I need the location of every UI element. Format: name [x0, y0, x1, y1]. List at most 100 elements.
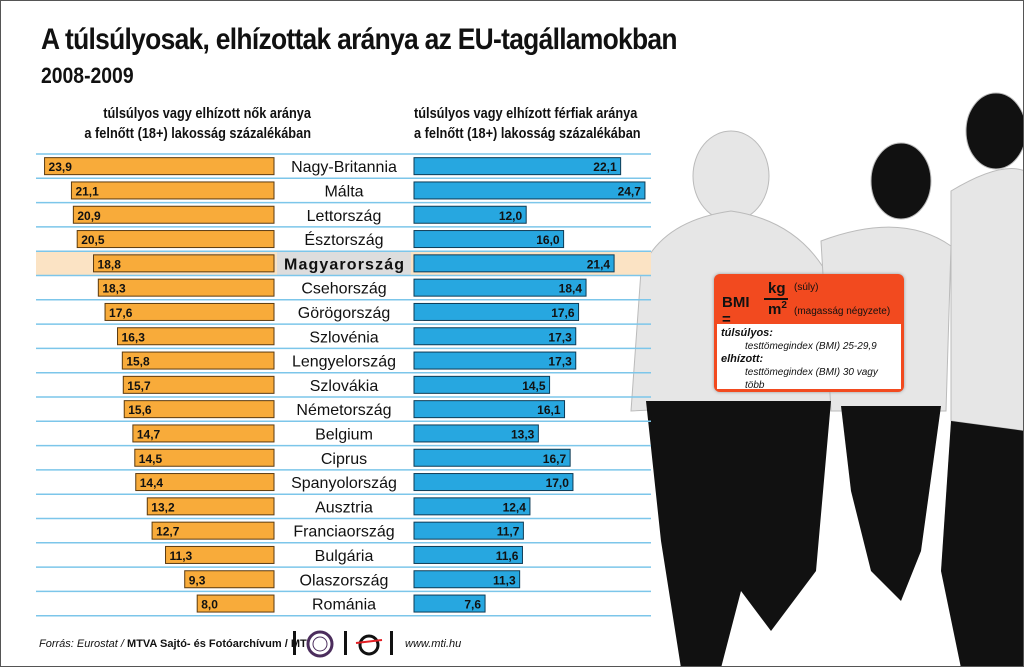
- men-bar: [413, 375, 551, 394]
- country-label: Szlovákia: [310, 378, 379, 395]
- men-bar: [413, 497, 531, 516]
- mti-logo: [355, 634, 383, 656]
- men-value-label: 16,0: [536, 233, 560, 247]
- women-value-label: 14,4: [140, 476, 164, 490]
- country-label: Görögország: [298, 305, 391, 322]
- women-bar: [97, 278, 275, 297]
- women-value-label: 18,3: [102, 282, 126, 296]
- men-value-label: 11,3: [493, 573, 516, 587]
- men-bar: [413, 351, 577, 370]
- fraction-line: [764, 298, 788, 300]
- women-value-label: 20,9: [77, 209, 101, 223]
- men-value-label: 11,7: [497, 525, 520, 539]
- men-bar: [413, 157, 622, 176]
- women-value-label: 15,7: [127, 379, 151, 393]
- men-bar: [413, 424, 539, 443]
- men-value-label: 18,4: [559, 282, 583, 296]
- country-label: Franciaország: [293, 524, 394, 541]
- men-bar: [413, 594, 486, 613]
- website-link[interactable]: www.mti.hu: [405, 638, 462, 650]
- women-value-label: 17,6: [109, 306, 133, 320]
- country-label: Csehország: [301, 281, 386, 298]
- women-bar: [76, 230, 275, 249]
- bmi-definitions: túlsúlyos: testtömegindex (BMI) 25-29,9 …: [717, 324, 901, 391]
- mtva-logo: [306, 630, 334, 658]
- source-credit: MTVA Sajtó- és Fotóarchívum / MTI: [127, 638, 310, 650]
- women-header-line1: túlsúlyos vagy elhízott nők aránya: [103, 106, 311, 122]
- men-value-label: 13,3: [511, 427, 535, 441]
- men-bar: [413, 448, 571, 467]
- men-bar: [413, 181, 646, 200]
- country-label: Olaszország: [300, 572, 389, 589]
- women-value-label: 21,1: [75, 184, 99, 198]
- men-bar: [413, 254, 615, 273]
- men-value-label: 17,0: [546, 476, 570, 490]
- women-value-label: 23,9: [49, 160, 73, 174]
- men-value-label: 7,6: [464, 598, 481, 612]
- men-header-line1: túlsúlyos vagy elhízott férfiak aránya: [414, 106, 638, 122]
- women-bar: [146, 497, 275, 516]
- country-label: Románia: [312, 597, 376, 614]
- women-value-label: 14,7: [137, 427, 161, 441]
- men-header: túlsúlyos vagy elhízott férfiak aránya a …: [414, 104, 641, 144]
- men-bar: [413, 302, 580, 321]
- men-value-label: 12,0: [499, 209, 523, 223]
- men-bar: [413, 400, 566, 419]
- men-value-label: 11,6: [496, 549, 519, 563]
- women-bar: [93, 254, 275, 273]
- people-silhouette-image: [630, 92, 1023, 666]
- women-bar: [134, 448, 275, 467]
- country-label: Szlovénia: [309, 329, 378, 346]
- country-label: Lettország: [307, 208, 382, 225]
- women-value-label: 8,0: [201, 598, 218, 612]
- country-label: Belgium: [315, 426, 373, 443]
- men-bar: [413, 473, 574, 492]
- country-label: Nagy-Britannia: [291, 159, 397, 176]
- page-subtitle: 2008-2009: [41, 63, 134, 88]
- women-bar: [104, 302, 275, 321]
- women-bar: [132, 424, 275, 443]
- country-label: Lengyelország: [292, 354, 396, 371]
- women-bar: [135, 473, 275, 492]
- footer-divider: [390, 631, 393, 655]
- footer-source: Forrás: Eurostat / MTVA Sajtó- és Fotóar…: [39, 638, 310, 650]
- men-value-label: 21,4: [587, 257, 611, 271]
- women-bar: [72, 205, 275, 224]
- men-header-line2: a felnőtt (18+) lakosság százalékában: [414, 126, 641, 142]
- footer-divider: [344, 631, 347, 655]
- women-value-label: 13,2: [151, 500, 175, 514]
- women-bar: [151, 521, 275, 540]
- women-value-label: 16,3: [122, 330, 146, 344]
- men-bar: [413, 545, 523, 564]
- women-bar: [121, 351, 275, 370]
- denominator-note: (magasság négyzete): [794, 306, 891, 317]
- men-bar: [413, 205, 527, 224]
- women-value-label: 15,8: [126, 355, 150, 369]
- women-bar: [165, 545, 275, 564]
- highlight-label-band: [277, 251, 411, 276]
- men-value-label: 24,7: [618, 184, 642, 198]
- men-value-label: 17,3: [548, 330, 572, 344]
- bmi-numerator: kg: [768, 280, 786, 297]
- women-value-label: 12,7: [156, 525, 180, 539]
- men-value-label: 16,7: [543, 452, 567, 466]
- country-label: Spanyolország: [291, 475, 397, 492]
- men-value-label: 16,1: [537, 403, 561, 417]
- women-value-label: 9,3: [189, 573, 206, 587]
- women-bar: [122, 375, 275, 394]
- men-bar: [413, 327, 577, 346]
- country-label: Málta: [324, 183, 363, 200]
- women-bar: [123, 400, 275, 419]
- obese-label: elhízott:: [721, 353, 764, 365]
- women-value-label: 14,5: [139, 452, 163, 466]
- country-label: Magyarország: [284, 256, 404, 273]
- men-bar: [413, 570, 521, 589]
- women-bar: [44, 157, 275, 176]
- bmi-denominator: m2: [768, 300, 787, 318]
- women-value-label: 18,8: [98, 257, 122, 271]
- bmi-info-box: BMI = kg m2 (súly) (magasság négyzete) t…: [714, 274, 904, 392]
- men-value-label: 14,5: [522, 379, 546, 393]
- footer-divider: [293, 631, 296, 655]
